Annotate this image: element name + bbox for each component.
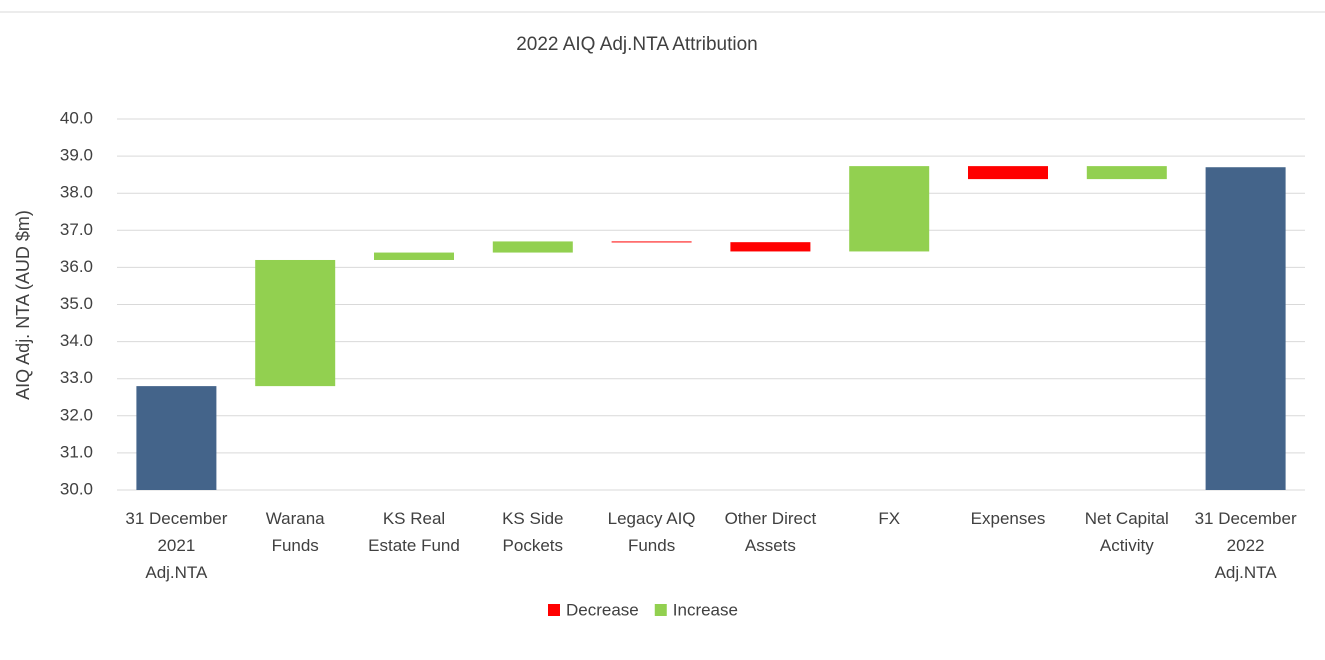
x-tick-label: 31 December 2022 Adj.NTA [1194, 509, 1297, 582]
x-tick-label: KS Real Estate Fund [368, 509, 460, 555]
y-tick-label: 34.0 [60, 331, 93, 350]
y-tick-label: 37.0 [60, 220, 93, 239]
x-tick-label: Warana Funds [265, 509, 325, 555]
bar [492, 241, 573, 253]
x-tick-label: FX [878, 509, 901, 528]
y-tick-label: 33.0 [60, 368, 93, 387]
x-tick-label: Legacy AIQ Funds [607, 509, 696, 555]
y-axis-label: AIQ Adj. NTA (AUD $m) [13, 210, 33, 400]
x-tick-label: KS Side Pockets [502, 509, 564, 555]
y-tick-label: 40.0 [60, 108, 93, 127]
y-tick-label: 30.0 [60, 479, 93, 498]
y-tick-label: 32.0 [60, 405, 93, 424]
x-tick-label: Net Capital Activity [1084, 509, 1169, 555]
bar [730, 242, 811, 252]
bar [136, 386, 217, 490]
bar [1205, 167, 1286, 491]
legend-swatch [654, 604, 667, 616]
legend-label: Increase [673, 600, 738, 619]
x-tick-label: Other Direct Assets [724, 509, 817, 555]
bar [968, 166, 1048, 180]
y-tick-label: 39.0 [60, 146, 93, 165]
legend-swatch [548, 604, 560, 616]
bar [1086, 166, 1167, 180]
bar [255, 259, 336, 387]
legend-label: Decrease [566, 600, 639, 619]
y-tick-label: 36.0 [60, 257, 93, 276]
bar [374, 252, 454, 260]
x-tick-label: Expenses [970, 509, 1046, 528]
bar [849, 166, 930, 252]
chart-title: 2022 AIQ Adj.NTA Attribution [516, 34, 758, 55]
x-tick-label: 31 December 2021 Adj.NTA [125, 509, 228, 582]
bar [611, 241, 692, 243]
y-tick-label: 38.0 [60, 183, 93, 202]
y-tick-label: 31.0 [60, 442, 93, 461]
y-tick-label: 35.0 [60, 294, 93, 313]
